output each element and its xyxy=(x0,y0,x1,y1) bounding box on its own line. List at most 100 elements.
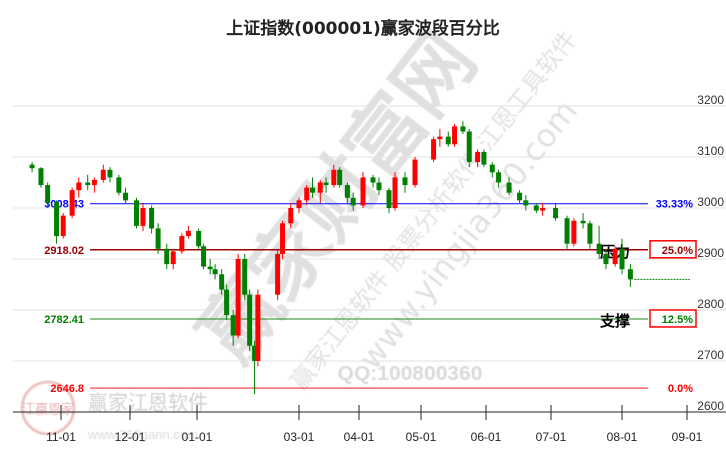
candle-body xyxy=(587,223,593,244)
candle-body xyxy=(452,126,458,145)
y-tick-label: 2700 xyxy=(697,348,724,362)
candle-body xyxy=(603,253,609,265)
candle-body xyxy=(116,177,122,193)
level-price-label: 3008.43 xyxy=(44,199,84,211)
y-tick-label: 2800 xyxy=(697,297,724,311)
level-price-label: 2782.41 xyxy=(44,314,84,326)
candle-body xyxy=(619,248,625,270)
y-tick-label: 3000 xyxy=(697,195,724,209)
x-tick-label: 06-01 xyxy=(471,430,502,444)
candle-body xyxy=(580,220,586,224)
level-price-label: 2918.02 xyxy=(44,245,84,257)
candle-body xyxy=(85,182,91,186)
candle-body xyxy=(242,259,248,295)
candle-body xyxy=(212,269,218,275)
candle-body xyxy=(219,274,225,290)
candle-body xyxy=(571,220,577,244)
candle-body xyxy=(337,169,343,186)
candle-body xyxy=(331,169,337,186)
y-tick-label: 3200 xyxy=(697,93,724,107)
candle-body xyxy=(596,243,602,254)
candle-body xyxy=(201,246,207,267)
candle-body xyxy=(533,205,539,211)
candle-body xyxy=(317,182,323,193)
candle-body xyxy=(376,182,382,191)
candle-body xyxy=(540,208,546,211)
candle-body xyxy=(386,190,392,208)
candle-body xyxy=(235,259,241,336)
candle-body xyxy=(54,202,60,237)
level-pct-box xyxy=(649,240,697,259)
candle-body xyxy=(506,182,512,193)
candle-body xyxy=(255,294,261,361)
candle-body xyxy=(29,164,35,169)
candle-body xyxy=(179,236,185,252)
candle-body xyxy=(431,139,437,160)
candle-body xyxy=(247,294,253,346)
candle-body xyxy=(185,230,191,237)
candle-body xyxy=(304,187,310,201)
candle-body xyxy=(45,185,51,203)
candle-body xyxy=(310,187,316,193)
candle-body xyxy=(445,136,451,145)
candle-body xyxy=(460,126,466,132)
level-pct-label: 25.0% xyxy=(662,245,693,257)
y-tick-label: 2900 xyxy=(697,246,724,260)
candle-body xyxy=(489,164,495,173)
level-price-label: 2646.8 xyxy=(50,383,84,395)
x-tick-label: 01-01 xyxy=(182,430,213,444)
candle-body xyxy=(140,208,146,226)
x-tick-label: 08-01 xyxy=(607,430,638,444)
candle-body xyxy=(107,169,113,178)
candle-body xyxy=(170,251,176,265)
candle-body xyxy=(149,208,155,229)
candle-body xyxy=(38,168,44,186)
candle-body xyxy=(196,230,202,247)
candle-body xyxy=(280,223,286,254)
candle-body xyxy=(370,177,376,183)
level-pct-label: 33.33% xyxy=(656,199,694,211)
candle-body xyxy=(252,345,258,361)
candle-body xyxy=(207,266,213,270)
candle-body xyxy=(627,269,633,280)
candle-body xyxy=(350,197,356,206)
candle-body xyxy=(360,177,366,206)
candle-body xyxy=(517,192,523,201)
x-tick-label: 04-01 xyxy=(344,430,375,444)
x-tick-label: 12-01 xyxy=(115,430,146,444)
candle-body xyxy=(344,185,350,198)
candle-body xyxy=(437,136,443,140)
x-tick-label: 11-01 xyxy=(46,430,76,444)
candle-body xyxy=(496,172,502,183)
candle-body xyxy=(133,200,139,226)
candle-body xyxy=(275,253,281,295)
candle-body xyxy=(481,151,487,165)
candle-body xyxy=(224,289,230,316)
level-pct-label: 0.0% xyxy=(668,383,693,395)
candle-body xyxy=(155,228,161,249)
candle-body xyxy=(402,177,408,186)
candle-body xyxy=(475,151,481,163)
candle-body xyxy=(123,192,129,201)
candle-body xyxy=(412,159,418,186)
chart-title: 上证指数(000001)赢家波段百分比 xyxy=(226,19,500,39)
candle-body xyxy=(296,200,302,208)
candle-body xyxy=(323,182,329,186)
candle-body xyxy=(523,200,529,206)
candle-body xyxy=(230,315,236,336)
candle-body xyxy=(69,190,75,216)
candle-body xyxy=(392,177,398,208)
y-tick-label: 3100 xyxy=(697,144,724,158)
candle-body xyxy=(60,215,66,237)
candle-body xyxy=(553,208,559,219)
x-tick-label: 03-01 xyxy=(284,430,315,444)
level-tag: 支撑 xyxy=(599,312,630,330)
level-pct-label: 12.5% xyxy=(662,314,693,326)
candle-body xyxy=(91,179,97,186)
candle-body xyxy=(164,248,170,265)
candle-body xyxy=(288,208,294,224)
candle-body xyxy=(564,218,570,244)
x-tick-label: 09-01 xyxy=(672,430,703,444)
